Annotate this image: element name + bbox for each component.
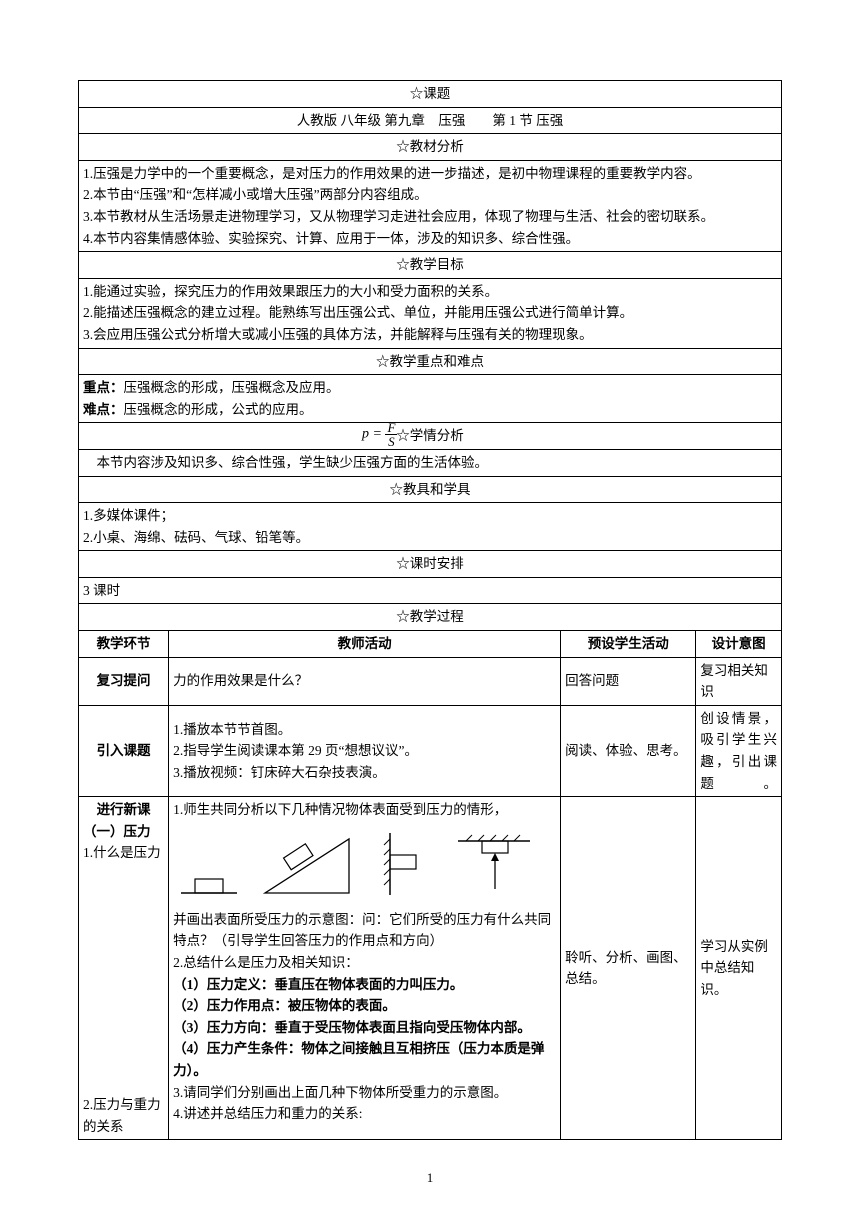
- intro-intent: 创设情景，吸引学生兴趣，引出课题。: [696, 705, 782, 796]
- material-line: 1.压强是力学中的一个重要概念，是对压力的作用效果的进一步描述，是初中物理课程的…: [83, 163, 777, 185]
- formula: p = FS: [362, 421, 397, 448]
- header-tools: ☆教具和学具: [79, 476, 782, 503]
- tools-block: 1.多媒体课件； 2.小桌、海绵、砝码、气球、铅笔等。: [79, 503, 782, 551]
- diagram-ceiling: [454, 829, 534, 899]
- header-analysis: p = FS ☆学情分析: [79, 423, 782, 450]
- tools-line: 2.小桌、海绵、砝码、气球、铅笔等。: [83, 527, 777, 549]
- proc-col2: 教师活动: [169, 631, 561, 658]
- review-activity: 力的作用效果是什么？: [169, 657, 561, 705]
- lesson-plan-table: ☆课题 人教版 八年级 第九章 压强 第 1 节 压强 ☆教材分析 1.压强是力…: [78, 80, 782, 1140]
- material-line: 2.本节由“压强”和“怎样减小或增大压强”两部分内容组成。: [83, 184, 777, 206]
- diagram-wall: [374, 829, 434, 899]
- stage-new: 进行新课 （一）压力 1.什么是压力 2.压力与重力的关系: [79, 797, 169, 1140]
- intro-student: 阅读、体验、思考。: [561, 705, 696, 796]
- header-material: ☆教材分析: [79, 134, 782, 161]
- key-text: 压强概念的形成，压强概念及应用。: [124, 380, 340, 395]
- proc-col4: 设计意图: [696, 631, 782, 658]
- material-line: 3.本节教材从生活场景走进物理学习，又从物理学习走进社会应用，体现了物理与生活、…: [83, 206, 777, 228]
- analysis-label: ☆学情分析: [396, 428, 464, 443]
- new-activity: 1.师生共同分析以下几种情况物体表面受到压力的情形，: [169, 797, 561, 1140]
- keypoints-block: 重点：压强概念的形成，压强概念及应用。 难点：压强概念的形成，公式的应用。: [79, 375, 782, 423]
- objective-line: 1.能通过实验，探究压力的作用效果跟压力的大小和受力面积的关系。: [83, 281, 777, 303]
- stage-review: 复习提问: [79, 657, 169, 705]
- header-keypoints: ☆教学重点和难点: [79, 348, 782, 375]
- force-diagrams: [173, 821, 556, 909]
- page-number: 1: [78, 1168, 782, 1189]
- header-topic: ☆课题: [79, 81, 782, 108]
- proc-col1: 教学环节: [79, 631, 169, 658]
- intro-activity: 1.播放本节节首图。 2.指导学生阅读课本第 29 页“想想议议”。 3.播放视…: [169, 705, 561, 796]
- proc-col3: 预设学生活动: [561, 631, 696, 658]
- objective-line: 3.会应用压强公式分析增大或减小压强的具体方法，并能解释与压强有关的物理现象。: [83, 324, 777, 346]
- diff-text: 压强概念的形成，公式的应用。: [124, 402, 313, 417]
- review-intent: 复习相关知识: [696, 657, 782, 705]
- diff-label: 难点：: [83, 402, 124, 417]
- objective-line: 2.能描述压强概念的建立过程。能熟练写出压强公式、单位，并能用压强公式进行简单计…: [83, 302, 777, 324]
- tools-line: 1.多媒体课件；: [83, 505, 777, 527]
- header-process: ☆教学过程: [79, 604, 782, 631]
- stage-intro: 引入课题: [79, 705, 169, 796]
- review-student: 回答问题: [561, 657, 696, 705]
- header-schedule: ☆课时安排: [79, 551, 782, 578]
- diagram-flat: [179, 849, 239, 899]
- objective-block: 1.能通过实验，探究压力的作用效果跟压力的大小和受力面积的关系。 2.能描述压强…: [79, 278, 782, 348]
- material-line: 4.本节内容集情感体验、实验探究、计算、应用于一体，涉及的知识多、综合性强。: [83, 228, 777, 250]
- new-intent: 学习从实例中总结知识。: [696, 797, 782, 1140]
- schedule-text: 3 课时: [79, 577, 782, 604]
- topic-value: 人教版 八年级 第九章 压强 第 1 节 压强: [79, 107, 782, 134]
- new-student: 聆听、分析、画图、总结。: [561, 797, 696, 1140]
- analysis-text: 本节内容涉及知识多、综合性强，学生缺少压强方面的生活体验。: [79, 449, 782, 476]
- diagram-incline: [259, 829, 354, 899]
- header-objective: ☆教学目标: [79, 252, 782, 279]
- key-label: 重点：: [83, 380, 124, 395]
- material-block: 1.压强是力学中的一个重要概念，是对压力的作用效果的进一步描述，是初中物理课程的…: [79, 160, 782, 251]
